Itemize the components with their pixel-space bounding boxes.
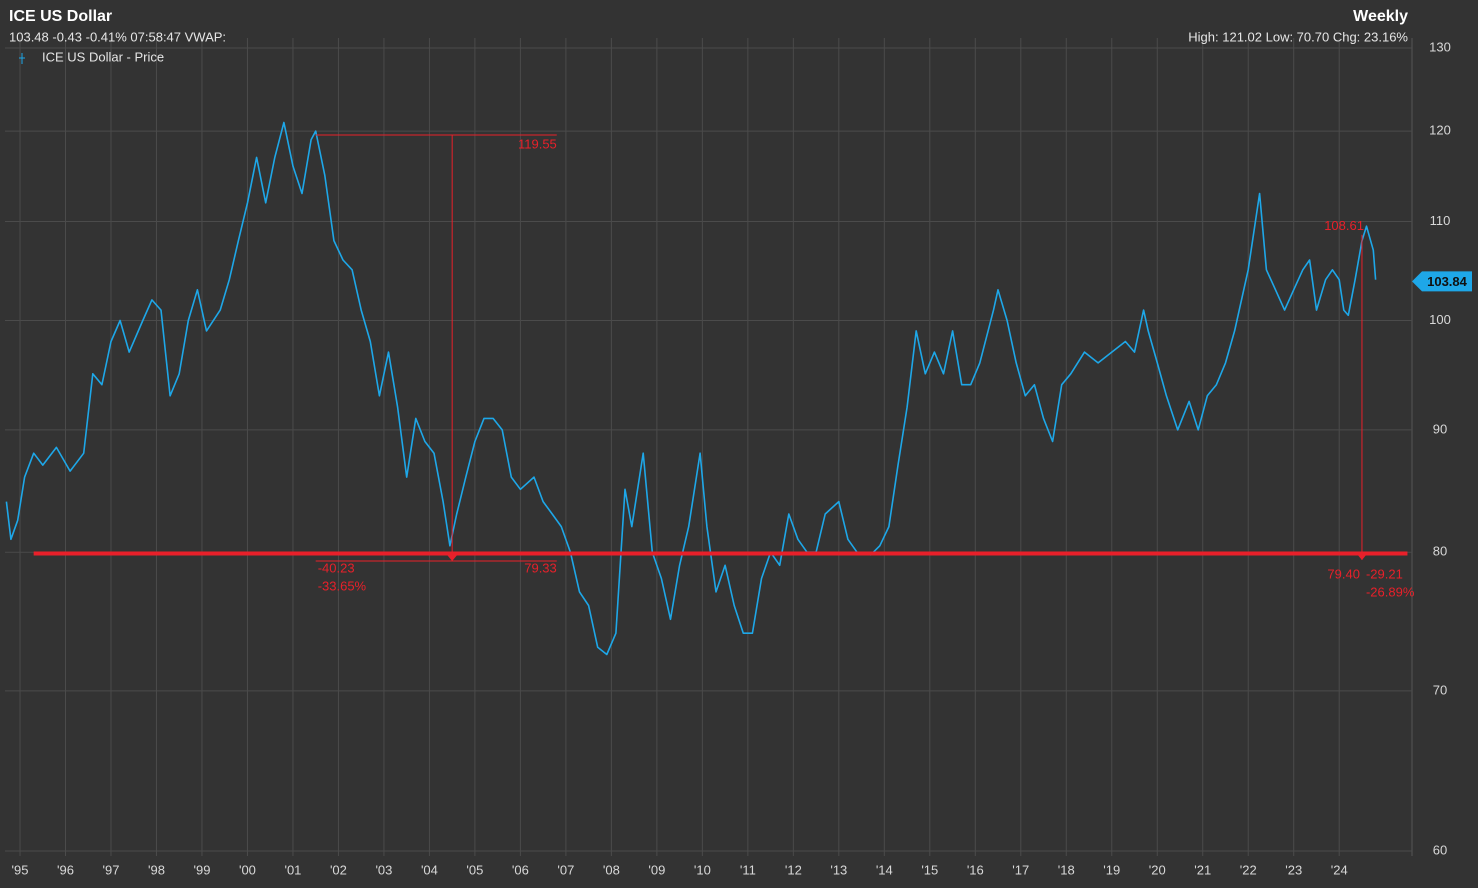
x-tick-label: '06 (512, 862, 529, 877)
measure-percent-label: -33.65% (318, 578, 367, 593)
x-tick-label: '04 (421, 862, 438, 877)
x-tick-label: '22 (1240, 862, 1257, 877)
measure-arrow (1356, 554, 1367, 561)
x-tick-label: '21 (1194, 862, 1211, 877)
y-tick-label: 80 (1433, 544, 1447, 559)
stats: High: 121.02 Low: 70.70 Chg: 23.16% (1188, 29, 1408, 44)
x-tick-label: '17 (1012, 862, 1029, 877)
measure-change-label: -29.21 (1366, 566, 1403, 581)
x-tick-label: '97 (103, 862, 120, 877)
y-tick-label: 90 (1433, 421, 1447, 436)
measure-percent-label: -26.89% (1366, 584, 1415, 599)
grid (5, 38, 1413, 856)
marks (5, 121, 1408, 656)
x-tick-label: '11 (740, 862, 756, 877)
measure-low-label: 79.33 (524, 560, 557, 575)
x-tick-label: '03 (375, 862, 392, 877)
x-tick-label: '01 (284, 862, 301, 877)
interval: Weekly (1353, 8, 1408, 25)
measure-high-label: 119.55 (518, 136, 557, 151)
x-tick-label: '99 (193, 862, 210, 877)
x-tick-label: '16 (967, 862, 984, 877)
measure-arrow (447, 554, 458, 561)
measure-change-label: -40.23 (318, 560, 355, 575)
x-tick-label: '19 (1103, 862, 1120, 877)
y-tick-label: 130 (1429, 39, 1451, 54)
x-tick-label: '07 (557, 862, 574, 877)
x-tick-label: '15 (921, 862, 938, 877)
y-tick-label: 70 (1433, 682, 1447, 697)
x-tick-label: '98 (148, 862, 165, 877)
y-tick-label: 110 (1430, 213, 1451, 228)
y-tick-label: 100 (1429, 312, 1451, 327)
x-tick-label: '10 (694, 862, 711, 877)
labels: 60 70 80 90 100 110 120 130 '95 '96 '97 '98 '99 '00 '0… (12, 39, 1472, 877)
x-tick-label: '05 (466, 862, 483, 877)
chart-title: ICE US Dollar (9, 8, 112, 25)
x-tick-label: '23 (1285, 862, 1302, 877)
measure-high-label: 108.61 (1324, 218, 1364, 233)
x-tick-label: '13 (830, 862, 847, 877)
x-tick-label: '09 (648, 862, 665, 877)
x-tick-label: '24 (1331, 862, 1348, 877)
y-tick-label: 60 (1433, 842, 1447, 857)
x-tick-label: '18 (1058, 862, 1075, 877)
last-price-label: 103.84 (1427, 274, 1468, 289)
x-tick-label: '95 (12, 862, 29, 877)
x-tick-label: '14 (876, 862, 893, 877)
measure-low-label: 79.40 (1327, 566, 1360, 581)
subtitle: 103.48 -0.43 -0.41% 07:58:47 VWAP: (9, 29, 226, 44)
x-tick-label: '02 (330, 862, 347, 877)
x-tick-label: '08 (603, 862, 620, 877)
x-tick-label: '20 (1149, 862, 1166, 877)
legend-label: ICE US Dollar - Price (42, 49, 164, 64)
x-tick-label: '12 (785, 862, 802, 877)
last-price-flag (1412, 271, 1472, 292)
price-line (5, 121, 1377, 656)
x-tick-label: '00 (239, 862, 256, 877)
x-tick-label: '96 (57, 862, 74, 877)
y-tick-label: 120 (1429, 123, 1451, 138)
